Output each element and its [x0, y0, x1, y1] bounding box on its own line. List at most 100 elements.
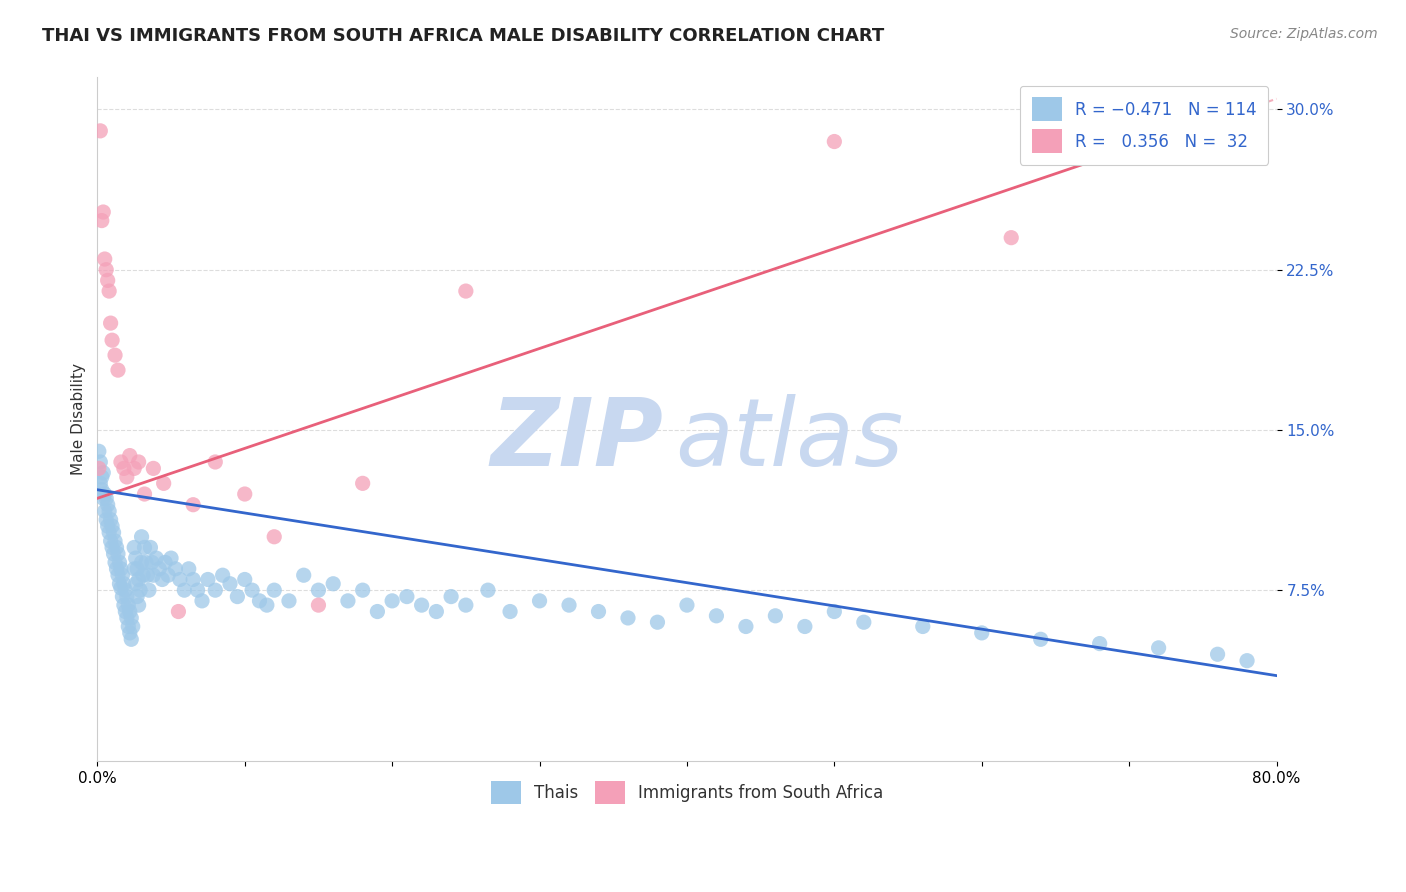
Text: ZIP: ZIP: [491, 393, 664, 486]
Point: [101, 519, 124, 533]
Point: [104, 348, 127, 362]
Text: Source: ZipAtlas.com: Source: ZipAtlas.com: [1230, 27, 1378, 41]
Point: [107, 363, 129, 377]
Point: [134, 487, 156, 501]
Point: [352, 476, 374, 491]
Point: [647, 615, 669, 630]
Point: [529, 594, 551, 608]
Point: [120, 632, 142, 647]
Point: [142, 568, 165, 582]
Point: [454, 284, 477, 298]
Point: [336, 594, 359, 608]
Point: [91, 205, 114, 219]
Point: [115, 470, 138, 484]
Point: [263, 530, 285, 544]
Y-axis label: Male Disability: Male Disability: [72, 363, 86, 475]
Point: [112, 598, 135, 612]
Point: [499, 605, 522, 619]
Point: [219, 576, 242, 591]
Point: [121, 619, 143, 633]
Point: [101, 333, 124, 347]
Point: [160, 551, 183, 566]
Point: [240, 583, 263, 598]
Point: [141, 555, 163, 569]
Point: [91, 466, 114, 480]
Point: [153, 555, 176, 569]
Point: [124, 551, 146, 566]
Point: [1029, 632, 1052, 647]
Point: [100, 534, 122, 549]
Point: [117, 619, 139, 633]
Point: [96, 491, 118, 506]
Point: [1147, 640, 1170, 655]
Point: [1088, 636, 1111, 650]
Point: [110, 581, 132, 595]
Point: [112, 576, 135, 591]
Point: [103, 547, 125, 561]
Point: [114, 605, 136, 619]
Point: [181, 498, 204, 512]
Point: [127, 562, 149, 576]
Point: [150, 573, 173, 587]
Point: [97, 498, 120, 512]
Point: [87, 444, 110, 458]
Point: [706, 608, 728, 623]
Point: [169, 573, 191, 587]
Point: [91, 491, 114, 506]
Point: [366, 605, 388, 619]
Point: [204, 583, 226, 598]
Point: [110, 562, 132, 576]
Point: [152, 476, 174, 491]
Point: [101, 541, 124, 555]
Point: [647, 60, 669, 74]
Point: [90, 213, 112, 227]
Point: [307, 598, 329, 612]
Point: [454, 598, 477, 612]
Point: [411, 598, 433, 612]
Point: [93, 252, 115, 266]
Point: [167, 605, 190, 619]
Point: [292, 568, 315, 582]
Point: [107, 547, 129, 561]
Point: [395, 590, 418, 604]
Point: [617, 611, 640, 625]
Point: [105, 562, 128, 576]
Point: [105, 541, 128, 555]
Point: [425, 605, 447, 619]
Point: [307, 583, 329, 598]
Point: [90, 470, 112, 484]
Point: [98, 525, 121, 540]
Point: [118, 626, 141, 640]
Point: [1236, 654, 1258, 668]
Point: [98, 284, 121, 298]
Point: [823, 605, 845, 619]
Text: atlas: atlas: [675, 394, 904, 485]
Point: [96, 262, 118, 277]
Legend: Thais, Immigrants from South Africa: Thais, Immigrants from South Africa: [481, 771, 893, 814]
Point: [191, 594, 214, 608]
Point: [558, 598, 581, 612]
Point: [104, 534, 127, 549]
Point: [87, 461, 110, 475]
Point: [128, 598, 150, 612]
Point: [823, 135, 845, 149]
Point: [211, 568, 233, 582]
Point: [911, 619, 934, 633]
Point: [108, 555, 131, 569]
Point: [588, 605, 610, 619]
Point: [676, 598, 699, 612]
Point: [477, 583, 499, 598]
Point: [970, 626, 993, 640]
Point: [322, 576, 344, 591]
Point: [134, 541, 156, 555]
Point: [114, 583, 136, 598]
Point: [110, 455, 132, 469]
Point: [187, 583, 209, 598]
Point: [117, 598, 139, 612]
Point: [249, 594, 271, 608]
Point: [1000, 230, 1022, 244]
Point: [142, 461, 165, 475]
Point: [138, 583, 160, 598]
Point: [96, 513, 118, 527]
Point: [108, 576, 131, 591]
